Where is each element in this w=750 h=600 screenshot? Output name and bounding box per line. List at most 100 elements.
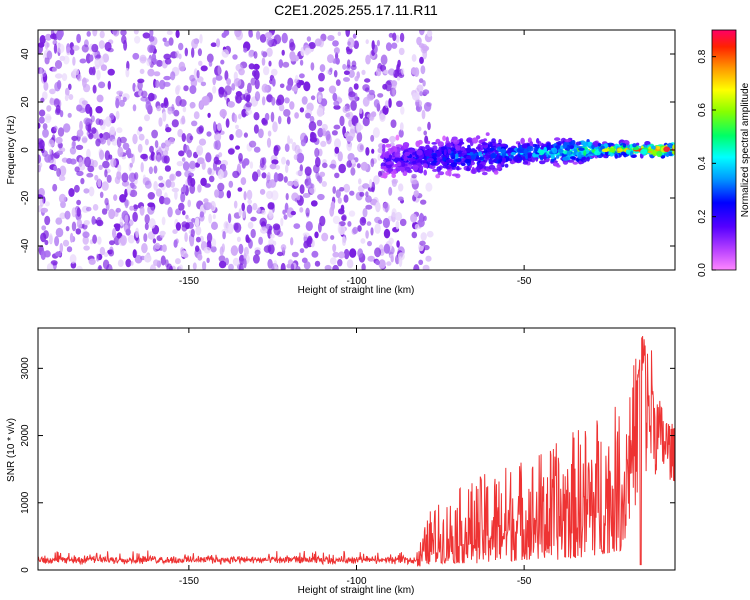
spectrogram-noise-blob	[273, 224, 281, 236]
colorbar-ticks: 0.0 0.2 0.4 0.6 0.8	[697, 49, 716, 277]
spectrogram-noise-blob	[100, 64, 107, 71]
spectrogram-signal-blob	[466, 155, 472, 160]
spectrogram-signal-blob	[572, 161, 578, 165]
spectrogram-signal-blob	[491, 138, 496, 144]
spectrogram-noise-blob	[89, 106, 93, 117]
spectrogram-signal-blob	[494, 150, 499, 155]
spectrogram-noise-blob	[283, 109, 291, 117]
spectrogram-noise-blob	[107, 47, 114, 53]
spectrogram-noise-blob	[337, 259, 343, 267]
spectrogram-noise-blob	[66, 246, 73, 253]
spectrogram-noise-blob	[416, 84, 424, 93]
spectrogram-noise-blob	[55, 227, 64, 238]
spectrogram-noise-blob	[54, 236, 60, 247]
spectrogram-noise-blob	[305, 112, 311, 119]
spectrogram-signal-blob	[427, 158, 434, 162]
spectrogram-noise-blob	[154, 79, 160, 89]
spectrogram-signal	[379, 132, 675, 179]
spectrogram-signal-blob	[404, 144, 408, 148]
spectrogram-ylabel: Frequency (Hz)	[6, 116, 17, 185]
spectrogram-noise-blob	[94, 57, 102, 68]
spectrogram-signal-blob	[569, 156, 576, 160]
spectrogram-noise-blob	[94, 174, 99, 181]
spectrogram-noise-blob	[243, 253, 247, 260]
spectrogram-noise-blob	[226, 190, 231, 199]
spectrogram-noise-blob	[118, 99, 125, 107]
spectrogram-noise-blob	[380, 54, 388, 66]
spectrogram-noise-blob	[200, 65, 208, 72]
spectrogram-noise-blob	[343, 248, 350, 260]
spectrogram-noise-blob	[134, 35, 141, 44]
spectrogram-noise-blob	[52, 183, 58, 192]
spectrogram-noise-blob	[56, 30, 63, 41]
spectrogram-signal-blob	[396, 161, 402, 167]
spectrogram-noise-blob	[255, 30, 261, 40]
snr-y-tick-label: 2000	[20, 424, 31, 447]
spectrogram-noise-blob	[279, 83, 285, 89]
spectrogram-signal-blob	[445, 136, 449, 143]
spectrogram-signal-blob	[431, 142, 438, 145]
spectrogram-noise-blob	[195, 245, 200, 252]
spectrogram-signal-blob	[464, 159, 471, 164]
spectrogram-noise-blob	[102, 160, 110, 169]
spectrogram-signal-blob	[394, 151, 401, 158]
spectrogram-noise-blob	[44, 33, 52, 41]
spectrogram-noise-blob	[245, 94, 251, 103]
spectrogram-signal-blob	[445, 142, 453, 147]
spectrogram-signal-blob	[563, 150, 567, 155]
spectrogram-noise-blob	[82, 77, 87, 88]
spectrogram-noise-blob	[44, 239, 49, 246]
spectrogram-signal-blob	[483, 138, 487, 142]
spectrogram-noise-blob	[191, 38, 199, 49]
spectrogram-noise-blob	[338, 163, 347, 174]
spectrogram-noise-blob	[271, 68, 278, 76]
spectrogram-noise-blob	[199, 211, 205, 218]
spectrogram-signal-blob	[526, 145, 534, 152]
spectrogram-signal-blob	[456, 165, 460, 171]
spectrogram-signal-blob	[452, 139, 460, 145]
spectrogram-noise-blob	[43, 250, 51, 258]
spectrogram-noise-blob	[194, 162, 200, 168]
spectrogram-noise-blob	[97, 236, 102, 245]
spectrogram-signal-blob	[420, 160, 425, 165]
spectrogram-noise-blob	[343, 183, 351, 193]
spectrogram-y-ticks: -40 -20 0 20 40	[20, 48, 675, 253]
spectrogram-noise-blob	[332, 215, 341, 225]
spectrogram-noise-blob	[422, 89, 430, 95]
spectrogram-signal-blob	[536, 138, 540, 144]
spectrogram-noise-blob	[89, 54, 94, 62]
spectrogram-noise-blob	[88, 186, 95, 197]
spectrogram-noise-blob	[384, 229, 390, 239]
spectrogram-noise-blob	[318, 87, 325, 92]
spectrogram-noise-blob	[282, 209, 286, 215]
spectrogram-noise-blob	[153, 71, 161, 77]
spectrogram-noise-blob	[92, 204, 99, 211]
spectrogram-noise-blob	[414, 99, 423, 108]
spectrogram-signal-blob	[478, 151, 483, 156]
spectrogram-noise-blob	[211, 221, 218, 230]
spectrogram-signal-blob	[481, 171, 488, 176]
spectrogram-noise-blob	[261, 96, 266, 106]
spectrogram-y-tick-label: 20	[20, 96, 31, 108]
spectrogram-noise-blob	[171, 119, 179, 128]
spectrogram-noise-blob	[299, 107, 305, 113]
spectrogram-noise-blob	[370, 134, 375, 142]
spectrogram-noise-blob	[55, 251, 62, 257]
spectrogram-noise-blob	[268, 179, 277, 188]
spectrogram-signal-blob	[498, 159, 502, 163]
spectrogram-noise-blob	[133, 30, 139, 35]
spectrogram-noise-blob	[413, 190, 419, 198]
spectrogram-noise-blob	[76, 219, 83, 229]
snr-x-ticks: -150 -100 -50	[179, 328, 532, 587]
spectrogram-noise-blob	[383, 69, 390, 75]
spectrogram-noise-blob	[337, 151, 343, 162]
spectrogram-noise-blob	[333, 70, 338, 78]
spectrogram-noise-blob	[158, 175, 164, 181]
spectrogram-noise-blob	[217, 169, 224, 180]
spectrogram-noise-blob	[190, 228, 195, 238]
spectrogram-noise-blob	[98, 164, 103, 170]
spectrogram-noise-blob	[420, 43, 428, 54]
spectrogram-noise-blob	[299, 248, 305, 254]
spectrogram-noise-blob	[241, 108, 247, 118]
spectrogram-noise-blob	[125, 67, 130, 78]
